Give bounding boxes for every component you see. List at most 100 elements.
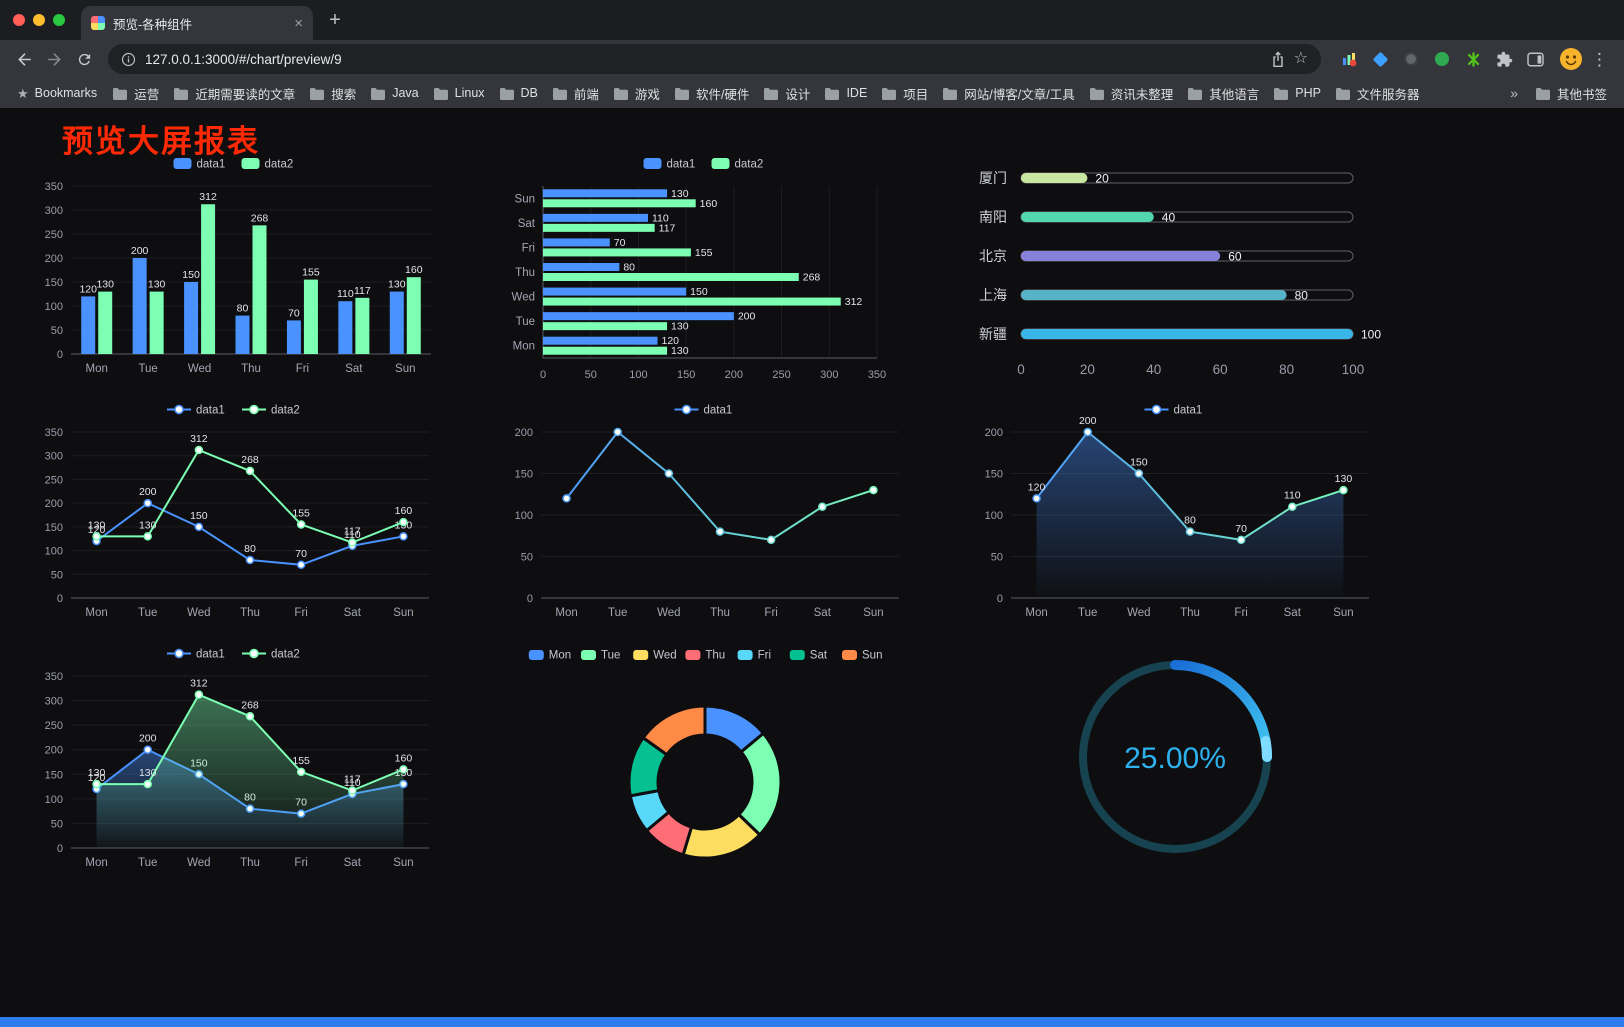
- forward-button[interactable]: [40, 45, 68, 73]
- donut-chart[interactable]: Mon Tue Wed Thu Fri Sat Sun: [495, 642, 915, 887]
- svg-text:Mon: Mon: [86, 363, 108, 375]
- bookmarks-root[interactable]: ★ Bookmarks: [10, 83, 104, 103]
- other-bookmarks[interactable]: 其他书签: [1528, 81, 1614, 106]
- share-icon[interactable]: [1271, 51, 1285, 68]
- svg-text:50: 50: [585, 369, 597, 381]
- svg-text:80: 80: [1295, 289, 1309, 303]
- bookmarks-bar: ★ Bookmarks 运营 近期需要读的文章 搜索 Java Linux DB 前端 游戏 软…: [0, 78, 1624, 108]
- bookmark-folder[interactable]: 前端: [545, 81, 606, 106]
- close-window-button[interactable]: [13, 14, 25, 26]
- svg-text:Sun: Sun: [395, 363, 415, 375]
- bookmark-folder[interactable]: Linux: [426, 83, 492, 103]
- bookmark-folder[interactable]: 近期需要读的文章: [166, 81, 302, 106]
- gauge-chart[interactable]: 25.00%: [1060, 642, 1290, 872]
- horizontal-bar-chart[interactable]: data1 data2 0 50 100 150 200 250 300 350 Mon 120 130…: [495, 152, 915, 384]
- svg-text:130: 130: [388, 279, 406, 291]
- bookmark-folder-label: 网站/博客/文章/工具: [964, 87, 1075, 102]
- svg-text:300: 300: [45, 451, 63, 463]
- extension-diamond-icon[interactable]: [1370, 49, 1390, 69]
- bookmark-folder[interactable]: 资讯未整理: [1082, 81, 1181, 106]
- extension-dark-circle-icon[interactable]: [1401, 49, 1421, 69]
- svg-text:350: 350: [45, 181, 63, 193]
- svg-text:110: 110: [344, 777, 361, 789]
- svg-text:Wed: Wed: [512, 292, 535, 304]
- bookmark-folder[interactable]: Java: [363, 83, 425, 103]
- svg-text:200: 200: [985, 427, 1003, 439]
- svg-text:新疆: 新疆: [979, 326, 1007, 342]
- extension-stats-icon[interactable]: [1339, 49, 1359, 69]
- svg-text:Thu: Thu: [241, 363, 261, 375]
- menu-kebab-icon[interactable]: ⋮: [1591, 49, 1608, 69]
- folder-icon: [881, 87, 897, 100]
- svg-text:0: 0: [997, 593, 1003, 605]
- folder-icon: [674, 87, 690, 100]
- folder-icon: [552, 87, 568, 100]
- grouped-bar-chart[interactable]: data1 data2 0 50 100 150 200 250 300 350 Mon 120 130…: [25, 152, 445, 384]
- tab-close-icon[interactable]: ×: [294, 14, 303, 32]
- bookmark-folder[interactable]: 文件服务器: [1328, 81, 1427, 106]
- extension-green-star-icon[interactable]: [1463, 49, 1483, 69]
- bookmark-folder[interactable]: PHP: [1266, 83, 1328, 103]
- svg-text:100: 100: [45, 546, 63, 558]
- url-text[interactable]: 127.0.0.1:3000/#/chart/preview/9: [145, 51, 342, 67]
- extension-green-circle-icon[interactable]: [1432, 49, 1452, 69]
- bookmark-folder[interactable]: 其他语言: [1180, 81, 1266, 106]
- address-bar[interactable]: 127.0.0.1:3000/#/chart/preview/9 ☆: [108, 44, 1321, 74]
- profile-avatar[interactable]: [1559, 47, 1583, 71]
- new-tab-button[interactable]: +: [329, 8, 341, 31]
- bookmarks-overflow-chevron[interactable]: »: [1510, 85, 1518, 101]
- folder-icon: [942, 87, 958, 100]
- extensions-puzzle-icon[interactable]: [1494, 49, 1514, 69]
- minimize-window-button[interactable]: [33, 14, 45, 26]
- svg-text:0: 0: [1017, 362, 1025, 377]
- progress-bars-chart[interactable]: 厦门 20 南阳 40 北京 60 上海 80 新疆 100 0 20 40 60 80 100: [965, 152, 1385, 384]
- zoom-window-button[interactable]: [53, 14, 65, 26]
- charts-grid: data1 data2 0 50 100 150 200 250 300 350 Mon 120 130…: [0, 108, 1410, 887]
- bookmark-folder[interactable]: 项目: [874, 81, 935, 106]
- gradient-line-chart[interactable]: data1 0 50 100 150 200 Mon Tue Wed Thu Fri Sat Sun: [495, 398, 915, 628]
- bookmark-folder-label: 文件服务器: [1356, 87, 1420, 102]
- folder-icon: [763, 87, 779, 100]
- bookmark-folder[interactable]: DB: [492, 83, 545, 103]
- area-chart-two-series[interactable]: data1 data2 0 50 100 150 200 250 300 350 Mon Tue Wed…: [25, 642, 445, 878]
- svg-text:150: 150: [690, 286, 708, 298]
- bookmark-folder[interactable]: 网站/博客/文章/工具: [935, 81, 1081, 106]
- bookmark-star-icon[interactable]: ☆: [1293, 50, 1308, 67]
- svg-text:130: 130: [96, 279, 114, 291]
- bookmark-folder[interactable]: 运营: [105, 81, 166, 106]
- svg-text:Mon: Mon: [1025, 607, 1047, 619]
- svg-text:70: 70: [295, 548, 307, 560]
- bookmark-folder-label: 前端: [573, 87, 599, 102]
- bookmark-folder[interactable]: 游戏: [606, 81, 667, 106]
- svg-text:Sun: Sun: [393, 857, 413, 869]
- line-chart-two-series[interactable]: data1 data2 0 50 100 150 200 250 300 350 Mon Tue Wed…: [25, 398, 445, 628]
- area-chart-single-series[interactable]: data1 0 50 100 150 200 Mon Tue Wed Thu Fri Sat Sun 12…: [965, 398, 1385, 628]
- bookmark-folder-label: 其他语言: [1209, 87, 1260, 102]
- svg-text:Mon: Mon: [85, 607, 107, 619]
- svg-text:110: 110: [344, 529, 361, 541]
- side-panel-icon[interactable]: [1525, 49, 1545, 69]
- reload-button[interactable]: [70, 45, 98, 73]
- browser-tab[interactable]: 预览-各种组件 ×: [81, 6, 313, 40]
- back-button[interactable]: [10, 45, 38, 73]
- bookmark-folder-label: Java: [392, 86, 419, 100]
- folder-icon: [370, 87, 386, 100]
- bookmark-folder[interactable]: 软件/硬件: [667, 81, 756, 106]
- svg-text:Tue: Tue: [138, 363, 157, 375]
- svg-text:25.00%: 25.00%: [1124, 742, 1226, 775]
- svg-text:20: 20: [1095, 172, 1109, 186]
- extensions-area: [1331, 49, 1553, 69]
- svg-text:155: 155: [292, 755, 310, 767]
- site-info-icon[interactable]: [121, 52, 136, 67]
- svg-text:150: 150: [45, 522, 63, 534]
- page-title: 预览大屏报表: [62, 124, 260, 159]
- bookmark-folder[interactable]: 搜索: [302, 81, 363, 106]
- svg-text:北京: 北京: [979, 248, 1007, 264]
- other-bookmarks-label: 其他书签: [1556, 87, 1607, 102]
- svg-text:150: 150: [985, 469, 1003, 481]
- bookmark-folder[interactable]: IDE: [817, 83, 874, 103]
- bookmark-folder[interactable]: 设计: [756, 81, 817, 106]
- tab-favicon-icon: [91, 16, 105, 30]
- svg-text:Wed: Wed: [1127, 607, 1150, 619]
- svg-text:200: 200: [131, 245, 149, 257]
